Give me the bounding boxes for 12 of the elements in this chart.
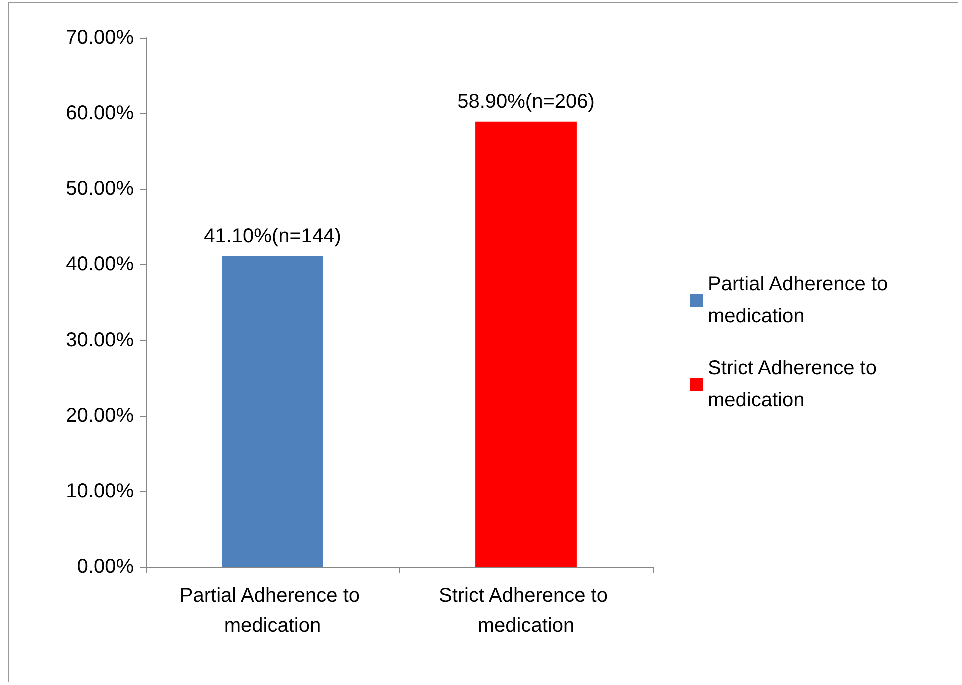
data-label: 58.90%(n=206) (458, 90, 595, 113)
data-label: 41.10%(n=144) (204, 225, 342, 248)
y-tick-label: 30.00% (66, 329, 134, 352)
y-tick-label: 50.00% (66, 178, 134, 200)
y-tick-label: 20.00% (66, 404, 134, 427)
y-tick-label: 70.00% (66, 27, 134, 49)
y-tick-label: 60.00% (66, 102, 134, 125)
legend-label: Strict Adherence to medication (708, 358, 883, 412)
y-tick-label: 10.00% (66, 480, 134, 502)
y-tick-label: 40.00% (66, 254, 134, 276)
y-tick-label: 0.00% (77, 556, 134, 578)
legend-label: Partial Adherence to medication (708, 274, 894, 328)
